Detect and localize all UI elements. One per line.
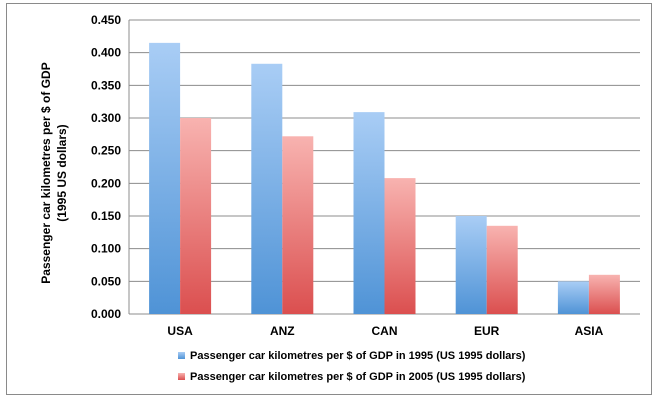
y-axis-tick-labels: 0.000 0.050 0.100 0.150 0.200 0.250 0.300 0.350…	[91, 13, 121, 321]
legend-label-1995: Passenger car kilometres per $ of GDP in…	[190, 350, 526, 362]
y-axis-label-line1: Passenger car kilometres per $ of GDP	[39, 62, 53, 283]
y-tick-label: 0.300	[91, 111, 121, 125]
bar-asia-series-2	[588, 274, 620, 314]
bars	[149, 42, 620, 315]
bar-anz-series-1	[251, 63, 283, 315]
y-tick-label: 0.350	[91, 78, 121, 92]
y-axis-label: Passenger car kilometres per $ of GDP (1…	[39, 62, 69, 283]
x-tick-label: USA	[167, 324, 193, 338]
bar-can-series-2	[384, 178, 416, 314]
x-axis-tick-labels: USA ANZ CAN EUR ASIA	[167, 324, 603, 338]
y-tick-label: 0.250	[91, 144, 121, 158]
bar-usa-series-1	[149, 42, 181, 314]
bar-eur-series-1	[455, 216, 487, 314]
y-tick-label: 0.000	[91, 307, 121, 321]
y-tick-label: 0.150	[91, 209, 121, 223]
legend-swatch-2005	[178, 373, 185, 380]
bar-anz-series-2	[282, 136, 314, 314]
y-tick-label: 0.050	[91, 274, 121, 288]
x-tick-label: EUR	[474, 324, 500, 338]
legend: Passenger car kilometres per $ of GDP in…	[178, 350, 526, 383]
bar-can-series-1	[353, 112, 385, 315]
y-tick-label: 0.400	[91, 46, 121, 60]
x-tick-label: CAN	[372, 324, 398, 338]
x-tick-label: ASIA	[575, 324, 604, 338]
y-tick-label: 0.100	[91, 242, 121, 256]
y-tick-label: 0.450	[91, 13, 121, 27]
legend-label-2005: Passenger car kilometres per $ of GDP in…	[190, 371, 526, 383]
chart-frame	[6, 3, 652, 395]
bar-usa-series-2	[180, 118, 212, 314]
bar-asia-series-1	[557, 281, 589, 314]
gridlines	[128, 19, 640, 315]
x-tick-label: ANZ	[270, 324, 295, 338]
y-axis-label-line2: (1995 US dollars)	[55, 124, 69, 221]
legend-swatch-1995	[178, 352, 185, 359]
bar-eur-series-2	[486, 225, 518, 314]
y-tick-label: 0.200	[91, 176, 121, 190]
